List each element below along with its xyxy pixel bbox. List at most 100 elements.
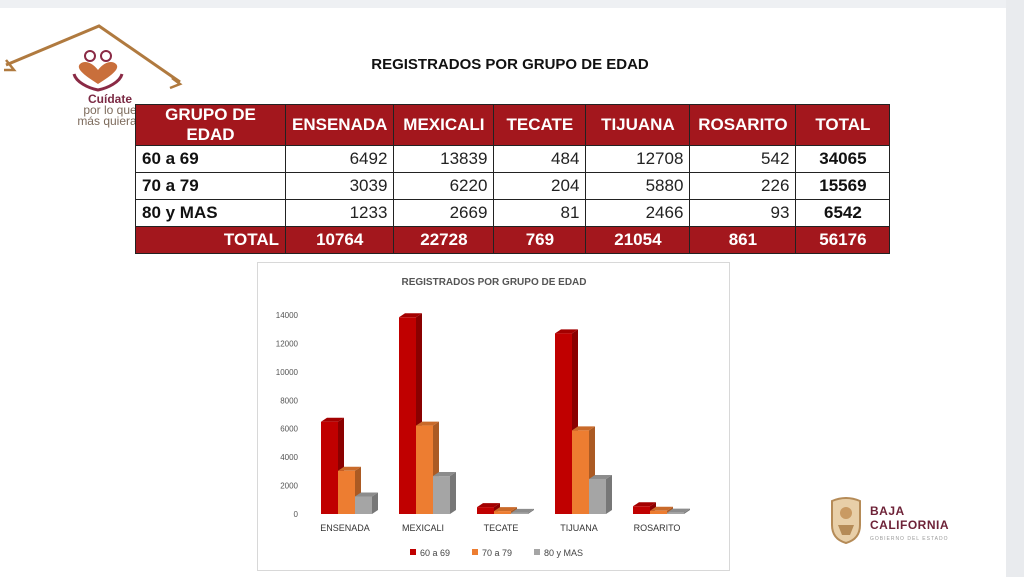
bar-top [572, 426, 595, 431]
x-tick-label: TECATE [484, 523, 519, 533]
table-cell: 226 [689, 172, 797, 200]
y-tick-label: 12000 [276, 339, 299, 348]
bar [433, 476, 450, 514]
table-cell: 2466 [585, 199, 691, 227]
bc-subtitle: GOBIERNO DEL ESTADO [870, 536, 949, 542]
baja-california-logo: BAJA CALIFORNIA GOBIERNO DEL ESTADO [826, 495, 966, 545]
row-label: 60 a 69 [135, 145, 286, 173]
header-cell: MEXICALI [393, 104, 495, 146]
bar [633, 506, 650, 514]
legend-swatch [472, 549, 478, 555]
bar-side [606, 474, 612, 514]
y-tick-label: 14000 [276, 311, 299, 320]
page-title: REGISTRADOS POR GRUPO DE EDAD [371, 56, 649, 73]
x-tick-label: ENSENADA [320, 523, 370, 533]
age-group-table: GRUPO DE EDAD ENSENADA MEXICALI TECATE T… [135, 104, 891, 254]
bar-top [399, 313, 422, 318]
header-cell: ENSENADA [284, 104, 395, 146]
bc-line-2: CALIFORNIA [870, 518, 949, 532]
table-cell: 13839 [393, 145, 495, 173]
y-tick-label: 0 [294, 510, 299, 519]
row-total: 34065 [795, 145, 891, 173]
bar [477, 507, 494, 514]
bar-top [633, 502, 656, 507]
total-label: TOTAL [135, 226, 286, 254]
logo-line-3: más quieras [77, 114, 143, 128]
legend-swatch [410, 549, 416, 555]
house-heart-icon [4, 24, 183, 92]
header-cell: GRUPO DE EDAD [135, 104, 286, 146]
bar-top [494, 507, 517, 512]
legend-swatch [534, 549, 540, 555]
bar-side [450, 472, 456, 514]
header-cell: TIJUANA [585, 104, 691, 146]
chart-title: REGISTRADOS POR GRUPO DE EDAD [401, 277, 586, 288]
table-row: 60 a 69 6492 13839 484 12708 542 34065 [135, 145, 891, 173]
legend-label: 60 a 69 [420, 548, 450, 558]
bar-side [528, 508, 534, 514]
logo-text: Cuídate por lo que más quieras [60, 92, 160, 128]
bar-top [355, 492, 378, 497]
grand-total: 56176 [795, 226, 891, 254]
total-cell: 22728 [393, 226, 495, 254]
header-cell: TECATE [493, 104, 587, 146]
total-cell: 769 [493, 226, 587, 254]
legend-label: 80 y MAS [544, 548, 583, 558]
row-label: 80 y MAS [135, 199, 286, 227]
table-cell: 93 [689, 199, 797, 227]
table-row: 80 y MAS 1233 2669 81 2466 93 6542 [135, 199, 891, 227]
row-total: 6542 [795, 199, 891, 227]
y-tick-label: 2000 [280, 482, 298, 491]
bar-top [511, 508, 534, 513]
bar [667, 512, 684, 514]
y-tick-label: 10000 [276, 368, 299, 377]
bar-top [321, 417, 344, 422]
bar [511, 512, 528, 514]
table-header-row: GRUPO DE EDAD ENSENADA MEXICALI TECATE T… [135, 104, 891, 146]
table-cell: 81 [493, 199, 587, 227]
bar-top [667, 508, 690, 513]
table-cell: 542 [689, 145, 797, 173]
bar-top [650, 506, 673, 511]
total-cell: 10764 [284, 226, 395, 254]
bc-line-1: BAJA [870, 504, 905, 518]
bar-top [477, 503, 500, 508]
total-cell: 21054 [585, 226, 691, 254]
bar [572, 430, 589, 514]
table-cell: 484 [493, 145, 587, 173]
table-total-row: TOTAL 10764 22728 769 21054 861 56176 [135, 226, 891, 254]
y-tick-label: 6000 [280, 425, 298, 434]
bar-side [684, 508, 690, 514]
table-row: 70 a 79 3039 6220 204 5880 226 15569 [135, 172, 891, 200]
table-cell: 204 [493, 172, 587, 200]
x-tick-label: TIJUANA [560, 523, 598, 533]
bar [338, 470, 355, 514]
scroll-strip [1006, 0, 1024, 577]
x-tick-label: MEXICALI [402, 523, 444, 533]
table-cell: 1233 [284, 199, 395, 227]
y-tick-label: 4000 [280, 453, 298, 462]
table-cell: 2669 [393, 199, 495, 227]
row-total: 15569 [795, 172, 891, 200]
logo-line-1: Cuídate [87, 92, 132, 106]
bar [416, 425, 433, 514]
table-cell: 5880 [585, 172, 691, 200]
bar [399, 317, 416, 514]
logo-line-2: por lo que [83, 103, 137, 117]
cuidate-logo [4, 22, 184, 132]
bar [555, 333, 572, 514]
legend-label: 70 a 79 [482, 548, 512, 558]
table-cell: 12708 [585, 145, 691, 173]
table-cell: 6220 [393, 172, 495, 200]
table-cell: 3039 [284, 172, 395, 200]
total-cell: 861 [689, 226, 797, 254]
bar-top [416, 421, 439, 426]
bc-text: BAJA CALIFORNIA GOBIERNO DEL ESTADO [870, 504, 949, 546]
header-cell: ROSARITO [689, 104, 797, 146]
bar-top [555, 329, 578, 334]
header-cell: TOTAL [795, 104, 891, 146]
bar-side [372, 492, 378, 514]
bar-chart: REGISTRADOS POR GRUPO DE EDAD 0 2000 4000 60… [257, 262, 730, 571]
table-cell: 6492 [284, 145, 395, 173]
bar [355, 496, 372, 514]
